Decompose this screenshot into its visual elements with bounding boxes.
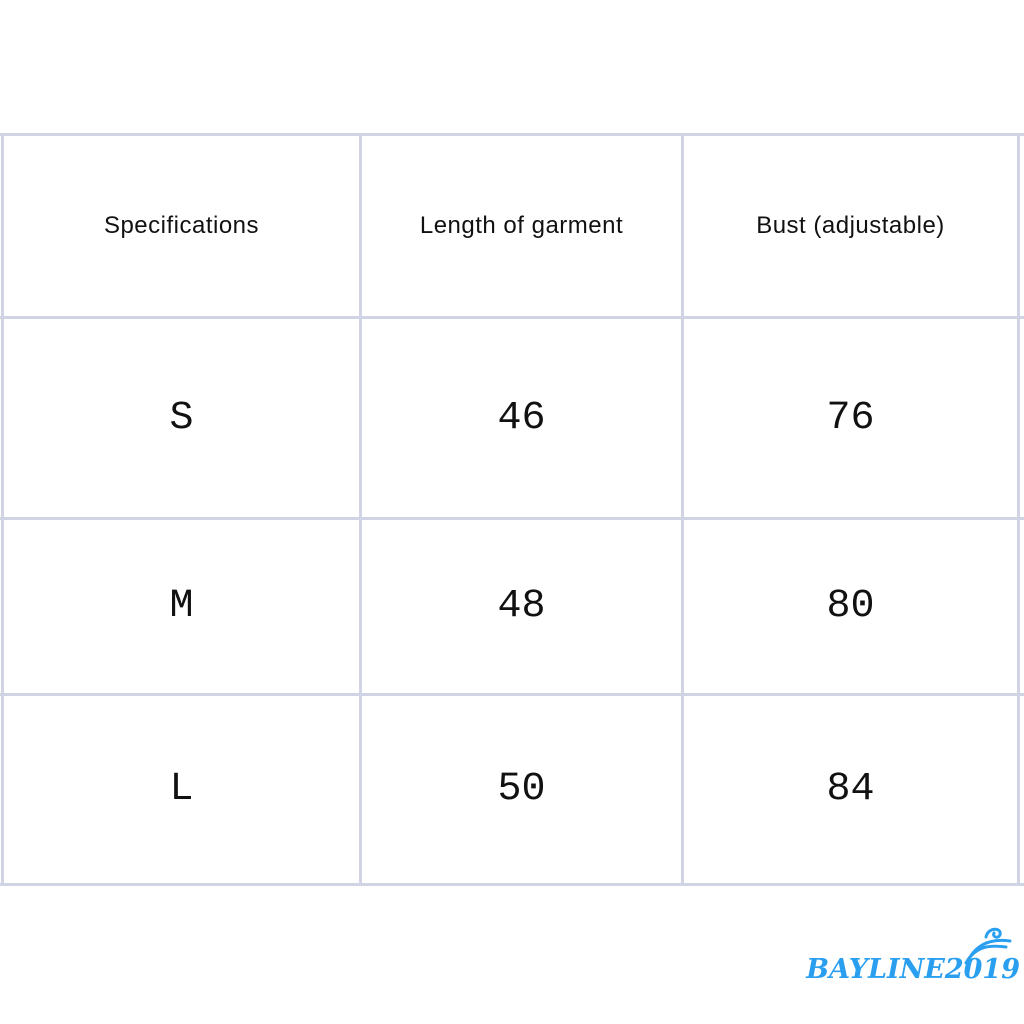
- header-specifications: Specifications: [103, 212, 260, 239]
- grid-line: [0, 316, 1024, 319]
- cell-length: 50: [497, 767, 546, 812]
- cell-size: M: [169, 584, 194, 629]
- logo-text: BAYLINE2019: [806, 954, 1020, 985]
- cell-bust: 80: [826, 584, 875, 629]
- grid-line: [359, 134, 362, 886]
- cell-bust: 84: [826, 767, 875, 812]
- cell-size: S: [169, 395, 194, 441]
- header-bust: Bust (adjustable): [756, 212, 945, 239]
- grid-line: [0, 133, 1024, 136]
- brand-logo: BAYLINE2019: [766, 925, 1020, 995]
- cell-bust: 76: [826, 395, 875, 441]
- cell-length: 48: [497, 584, 546, 629]
- grid-line: [1, 134, 4, 886]
- swirl-icon: [964, 927, 1012, 965]
- grid-line: [681, 134, 684, 886]
- grid-line: [0, 693, 1024, 696]
- header-length: Length of garment: [419, 212, 624, 239]
- cell-size: L: [169, 767, 194, 812]
- grid-line: [0, 883, 1024, 886]
- grid-line: [0, 517, 1024, 520]
- cell-length: 46: [497, 395, 546, 441]
- grid-line: [1017, 134, 1020, 886]
